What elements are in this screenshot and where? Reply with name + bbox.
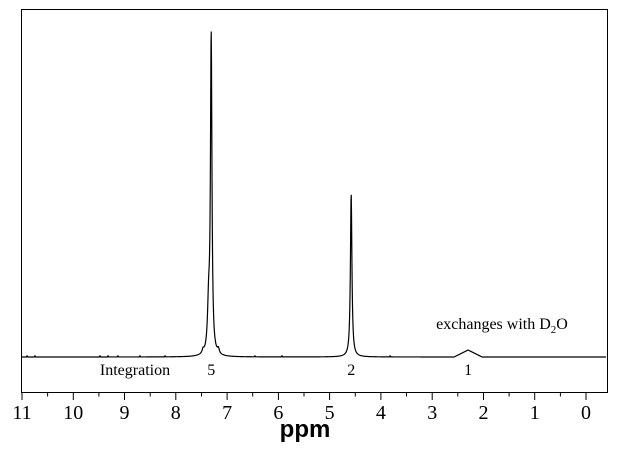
integration-value-1: 1 (464, 362, 473, 379)
x-tick-label-8: 8 (170, 402, 181, 424)
annotation-text-end: O (556, 316, 568, 333)
x-tick-label-3: 3 (427, 402, 438, 424)
x-tick-label-1: 1 (529, 402, 540, 424)
x-axis-title: ppm (279, 416, 331, 443)
x-tick-label-6: 6 (273, 402, 284, 424)
annotation-subscript: 2 (550, 324, 557, 337)
integration-value-5: 5 (207, 362, 216, 379)
x-tick-label-0: 0 (581, 402, 591, 424)
integration-row-label: Integration (99, 362, 171, 379)
x-tick-label-5: 5 (324, 402, 335, 424)
x-tick-label-7: 7 (222, 402, 233, 424)
integration-value-2: 2 (347, 362, 356, 379)
x-tick-label-9: 9 (119, 402, 130, 424)
x-tick-label-2: 2 (478, 402, 489, 424)
x-tick-label-10: 10 (63, 402, 84, 424)
x-axis-ticks (21, 393, 587, 400)
exchange-annotation: exchanges with D2O (436, 316, 568, 336)
x-tick-label-4: 4 (375, 402, 386, 424)
annotation-text: exchanges with D (436, 316, 551, 333)
x-tick-label-11: 11 (12, 402, 32, 424)
